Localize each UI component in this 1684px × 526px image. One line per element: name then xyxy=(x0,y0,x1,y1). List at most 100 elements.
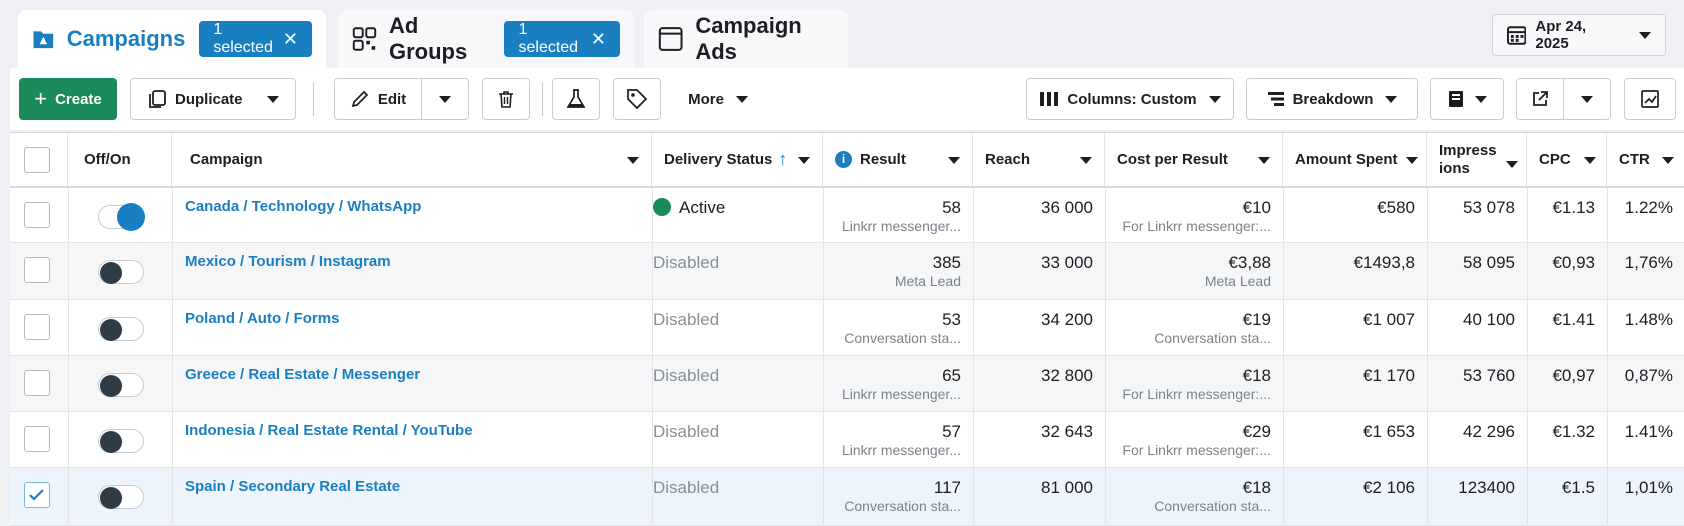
experiment-button[interactable] xyxy=(552,78,600,120)
col-onoff[interactable]: Off/On xyxy=(68,133,172,186)
campaign-toggle[interactable] xyxy=(98,317,144,341)
amount-spent-value: €1 007 xyxy=(1363,310,1415,329)
result-value: 385 xyxy=(932,253,961,272)
object-tabs: Campaigns 1 selected ✕ Ad Groups 1 selec… xyxy=(0,0,1684,68)
column-divider xyxy=(1527,188,1528,242)
campaign-name-link[interactable]: Mexico / Tourism / Instagram xyxy=(185,253,391,270)
delivery-status-label: Disabled xyxy=(653,310,720,329)
col-cpc[interactable]: CPC xyxy=(1527,133,1607,186)
campaign-name-link[interactable]: Canada / Technology / WhatsApp xyxy=(185,198,422,215)
tab-campaigns-label: Campaigns xyxy=(66,26,186,51)
amount-spent-value: €1493,8 xyxy=(1353,253,1415,272)
chevron-down-icon xyxy=(1581,95,1593,103)
table-row[interactable]: Canada / Technology / WhatsApp Active 58 Li… xyxy=(10,188,1684,243)
campaigns-selection-pill[interactable]: 1 selected ✕ xyxy=(199,21,312,57)
col-result-label: Result xyxy=(860,151,906,168)
row-checkbox[interactable] xyxy=(24,257,50,283)
table-row[interactable]: Spain / Secondary Real Estate Disabled 117… xyxy=(10,468,1684,526)
campaigns-selected-count: 1 selected xyxy=(213,21,273,56)
reach-value: 32 643 xyxy=(1041,422,1093,441)
charts-button[interactable] xyxy=(1624,78,1676,120)
divider xyxy=(313,82,314,116)
export-button[interactable] xyxy=(1516,78,1564,120)
row-checkbox[interactable] xyxy=(24,370,50,396)
tab-campaign-ads[interactable]: Campaign Ads xyxy=(644,10,848,68)
clear-selection-icon[interactable]: ✕ xyxy=(282,28,298,49)
col-cost-per-result[interactable]: Cost per Result xyxy=(1105,133,1283,186)
col-delivery[interactable]: Delivery Status ↑ xyxy=(652,133,823,186)
toggle-knob xyxy=(100,319,122,341)
column-divider xyxy=(1427,188,1428,242)
col-result[interactable]: i Result xyxy=(823,133,973,186)
table-row[interactable]: Indonesia / Real Estate Rental / YouTube… xyxy=(10,412,1684,468)
cost-per-result-value: €18 xyxy=(1242,366,1271,385)
chevron-down-icon xyxy=(1506,161,1518,168)
flask-icon xyxy=(566,89,586,108)
col-ctr[interactable]: CTR xyxy=(1607,133,1684,186)
tab-ad-groups[interactable]: Ad Groups 1 selected ✕ xyxy=(338,10,634,68)
col-reach[interactable]: Reach xyxy=(973,133,1105,186)
toggle-knob xyxy=(117,203,145,231)
delete-button[interactable] xyxy=(482,78,530,120)
chevron-down-icon xyxy=(1406,157,1418,164)
campaign-toggle[interactable] xyxy=(98,373,144,397)
delivery-status: Disabled xyxy=(653,422,719,442)
col-impressions-label-line1: Impress xyxy=(1439,141,1497,159)
cpc-value: €1.32 xyxy=(1552,422,1595,441)
reports-button[interactable] xyxy=(1430,78,1504,120)
breakdown-button[interactable]: Breakdown xyxy=(1246,78,1418,120)
row-checkbox[interactable] xyxy=(24,202,50,228)
column-divider xyxy=(973,243,974,299)
campaign-name-link[interactable]: Spain / Secondary Real Estate xyxy=(185,478,401,495)
col-campaign[interactable]: Campaign xyxy=(172,133,652,186)
campaign-toggle[interactable] xyxy=(98,485,144,509)
ctr-value: 1.41% xyxy=(1624,422,1673,441)
campaign-name-link[interactable]: Indonesia / Real Estate Rental / YouTube xyxy=(185,422,473,439)
column-divider xyxy=(1527,356,1528,411)
date-picker[interactable]: Apr 24, 2025 xyxy=(1492,14,1666,56)
tab-ad-groups-label: Ad Groups xyxy=(389,13,468,64)
table-row[interactable]: Poland / Auto / Forms Disabled 53 Conversat… xyxy=(10,300,1684,356)
tab-campaigns[interactable]: Campaigns 1 selected ✕ xyxy=(18,10,326,68)
columns-button[interactable]: Columns: Custom xyxy=(1026,78,1234,120)
table-row[interactable]: Greece / Real Estate / Messenger Disabled… xyxy=(10,356,1684,412)
column-divider xyxy=(1427,412,1428,467)
row-checkbox[interactable] xyxy=(24,426,50,452)
report-icon xyxy=(1449,91,1463,107)
table-row[interactable]: Mexico / Tourism / Instagram Disabled 385 M… xyxy=(10,243,1684,300)
columns-label: Columns: Custom xyxy=(1067,90,1197,108)
duplicate-button[interactable]: Duplicate xyxy=(130,78,296,120)
edit-dropdown-button[interactable] xyxy=(421,78,469,120)
select-all-checkbox[interactable] xyxy=(24,147,50,173)
col-campaign-label: Campaign xyxy=(190,151,263,168)
chart-icon xyxy=(1641,90,1659,108)
info-icon[interactable]: i xyxy=(835,151,852,168)
campaign-toggle[interactable] xyxy=(98,203,145,231)
ad-groups-selection-pill[interactable]: 1 selected ✕ xyxy=(504,21,620,57)
date-label: Apr 24, 2025 xyxy=(1535,18,1587,52)
campaign-toggle[interactable] xyxy=(98,429,144,453)
column-divider xyxy=(1527,468,1528,525)
clear-selection-icon[interactable]: ✕ xyxy=(590,28,606,49)
row-checkbox[interactable] xyxy=(24,482,50,508)
create-button[interactable]: + Create xyxy=(19,78,117,120)
column-divider xyxy=(1527,243,1528,299)
chevron-down-icon xyxy=(267,95,279,103)
col-amount-spent[interactable]: Amount Spent xyxy=(1283,133,1427,186)
campaign-toggle[interactable] xyxy=(98,260,144,284)
edit-button[interactable]: Edit xyxy=(334,78,422,120)
row-checkbox[interactable] xyxy=(24,314,50,340)
campaign-name-link[interactable]: Greece / Real Estate / Messenger xyxy=(185,366,421,383)
cost-per-result-type: Meta Lead xyxy=(1204,273,1271,289)
export-dropdown-button[interactable] xyxy=(1563,78,1611,120)
col-impressions[interactable]: Impress ions xyxy=(1427,133,1527,186)
tag-button[interactable] xyxy=(613,78,661,120)
sort-up-icon[interactable]: ↑ xyxy=(778,149,788,169)
col-ctr-label: CTR xyxy=(1619,151,1650,168)
ctr-value: 0,87% xyxy=(1624,366,1673,385)
campaign-name-link[interactable]: Poland / Auto / Forms xyxy=(185,310,340,327)
breakdown-icon xyxy=(1267,92,1284,106)
column-divider xyxy=(68,412,69,467)
cpc-value: €1.13 xyxy=(1552,198,1595,217)
more-button[interactable]: More xyxy=(678,78,758,120)
